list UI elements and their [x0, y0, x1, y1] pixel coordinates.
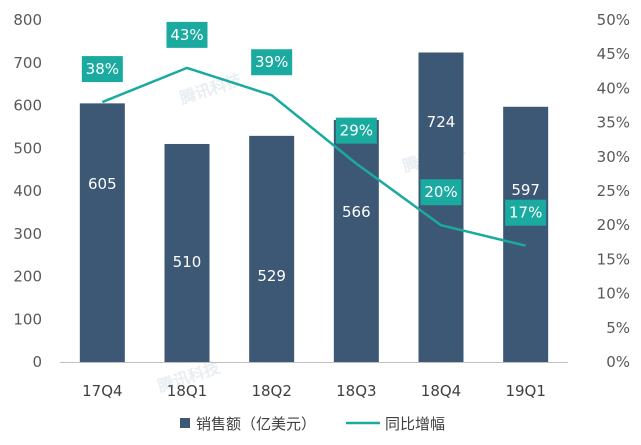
point-label-18Q3: 29% [340, 122, 373, 140]
bar-label-18Q1: 510 [173, 253, 202, 271]
point-label-19Q1: 17% [509, 204, 542, 222]
legend-bar-label: 销售额（亿美元） [196, 415, 316, 433]
right-tick-label-3: 15% [597, 250, 630, 268]
bar-label-17Q4: 605 [88, 175, 117, 193]
point-label-box-18Q3 [335, 117, 377, 144]
point-label-box-18Q1 [166, 21, 208, 48]
right-tick-label-1: 5% [606, 319, 630, 337]
bar-label-18Q2: 529 [257, 267, 286, 285]
left-tick-label-5: 500 [13, 139, 42, 157]
right-tick-label-8: 40% [597, 79, 630, 97]
point-label-box-18Q4 [420, 179, 462, 206]
left-axis: 0 100 200 300 400 500 600 700 800 [13, 11, 42, 371]
left-tick-label-7: 700 [13, 54, 42, 72]
point-label-box-17Q4 [81, 56, 123, 83]
x-axis: 17Q4 18Q1 18Q2 18Q3 18Q4 19Q1 [82, 382, 546, 400]
point-label-box-19Q1 [505, 199, 547, 226]
category-label-18Q3: 18Q3 [336, 382, 376, 400]
point-label-17Q4: 38% [86, 60, 119, 78]
point-label-box-18Q2 [251, 49, 293, 76]
bar-label-18Q3: 566 [342, 203, 371, 221]
left-tick-label-6: 600 [13, 97, 42, 115]
bar-17Q4 [79, 103, 125, 363]
category-label-19Q1: 19Q1 [505, 382, 545, 400]
line-data-labels: 38% 43% 39% 29% 20% 17% [81, 21, 547, 226]
right-axis: 0% 5% 10% 15% 20% 25% 30% 35% 40% 45% 50% [597, 11, 630, 371]
left-tick-label-4: 400 [13, 182, 42, 200]
bar-19Q1 [503, 106, 549, 362]
bar-label-19Q1: 597 [511, 181, 540, 199]
legend-line-label: 同比增幅 [385, 415, 445, 433]
category-label-18Q4: 18Q4 [421, 382, 461, 400]
legend-bar-swatch [180, 418, 190, 428]
right-tick-label-4: 20% [597, 216, 630, 234]
category-label-18Q1: 18Q1 [167, 382, 207, 400]
point-label-18Q2: 39% [255, 53, 288, 71]
bar-18Q2 [249, 135, 295, 362]
category-label-18Q2: 18Q2 [251, 382, 291, 400]
left-tick-label-3: 300 [13, 225, 42, 243]
category-label-17Q4: 17Q4 [82, 382, 122, 400]
right-tick-label-9: 45% [597, 45, 630, 63]
point-label-18Q4: 20% [424, 183, 457, 201]
left-tick-label-1: 100 [13, 310, 42, 328]
bar-data-labels: 605 510 529 566 724 597 [88, 113, 540, 285]
line-series [101, 66, 526, 247]
right-tick-label-7: 35% [597, 114, 630, 132]
bar-18Q1 [164, 143, 210, 362]
left-tick-label-2: 200 [13, 268, 42, 286]
right-tick-label-10: 50% [597, 11, 630, 29]
right-tick-label-0: 0% [606, 353, 630, 371]
bar-series [79, 52, 549, 363]
left-tick-label-0: 0 [32, 353, 42, 371]
bar-label-18Q4: 724 [427, 113, 456, 131]
left-tick-label-8: 800 [13, 11, 42, 29]
right-tick-label-2: 10% [597, 285, 630, 303]
right-tick-label-6: 30% [597, 148, 630, 166]
bar-18Q4 [418, 52, 464, 363]
bar-18Q3 [333, 120, 379, 362]
growth-line [101, 66, 526, 247]
legend: 销售额（亿美元） 同比增幅 [180, 415, 445, 433]
right-tick-label-5: 25% [597, 182, 630, 200]
point-label-18Q1: 43% [170, 26, 203, 44]
